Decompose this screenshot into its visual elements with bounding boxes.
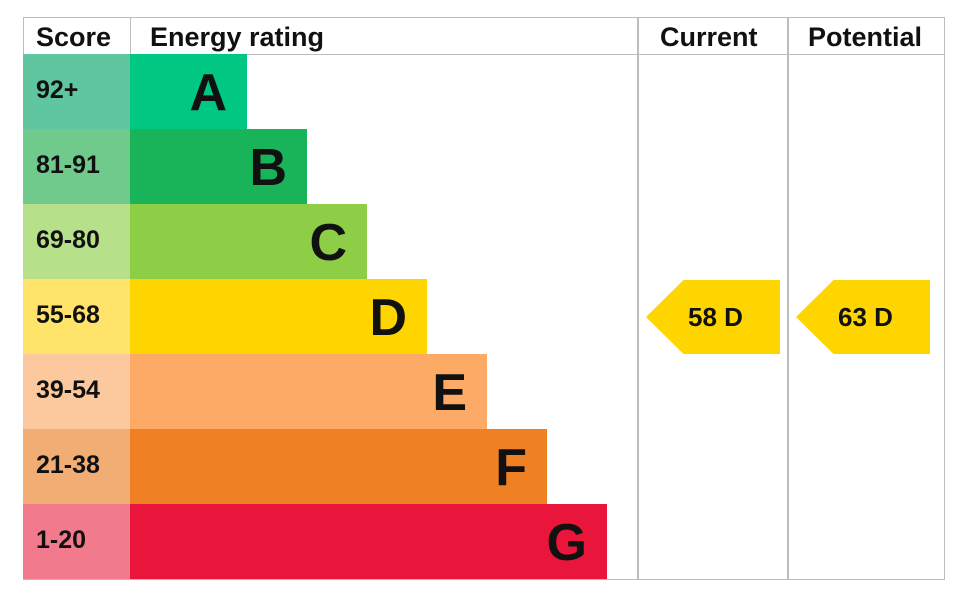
score-range-b: 81-91 bbox=[23, 129, 130, 204]
header-divider bbox=[23, 54, 945, 55]
score-range-g: 1-20 bbox=[23, 504, 130, 579]
score-range-a: 92+ bbox=[23, 54, 130, 129]
bottom-border bbox=[23, 579, 945, 580]
potential-header: Potential bbox=[808, 22, 923, 52]
rating-bar-d: D bbox=[130, 279, 427, 354]
rating-bar-a: A bbox=[130, 54, 247, 129]
rating-bar-f: F bbox=[130, 429, 547, 504]
rating-bar-e: E bbox=[130, 354, 487, 429]
rating-bar-g: G bbox=[130, 504, 607, 579]
rating-bar-b: B bbox=[130, 129, 307, 204]
score-range-e: 39-54 bbox=[23, 354, 130, 429]
energy-rating-header: Energy rating bbox=[150, 22, 325, 52]
divider bbox=[787, 17, 789, 580]
score-header: Score bbox=[36, 22, 112, 52]
current-rating-arrow: 58 D bbox=[646, 280, 780, 354]
current-header: Current bbox=[660, 22, 758, 52]
right-border bbox=[944, 17, 945, 580]
potential-rating-arrow: 63 D bbox=[796, 280, 930, 354]
score-range-d: 55-68 bbox=[23, 279, 130, 354]
rating-bar-c: C bbox=[130, 204, 367, 279]
score-range-c: 69-80 bbox=[23, 204, 130, 279]
top-border bbox=[23, 17, 945, 18]
score-range-f: 21-38 bbox=[23, 429, 130, 504]
divider bbox=[637, 17, 639, 580]
divider bbox=[130, 17, 131, 55]
